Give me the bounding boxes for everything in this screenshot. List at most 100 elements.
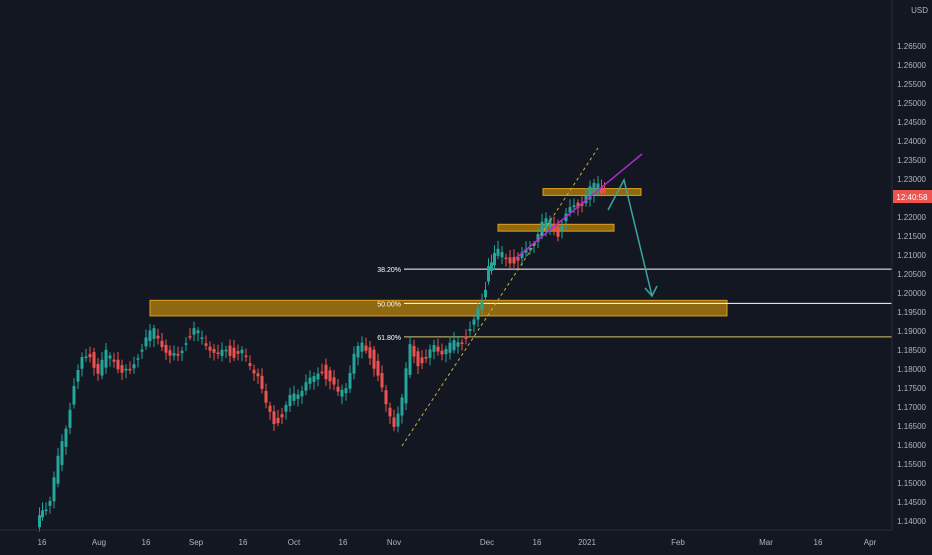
- y-tick-label: 1.24000: [897, 137, 926, 146]
- candle-body: [172, 353, 176, 356]
- candle-body: [376, 360, 380, 376]
- current-price-time: 12:40:58: [896, 193, 928, 202]
- candle-body: [464, 336, 468, 339]
- candle-body: [260, 375, 264, 389]
- candle-body: [456, 342, 460, 347]
- time-axis[interactable]: 16 Aug 16 Sep 16 Oct 16 Nov Dec 16 2021 Feb Mar 16 Apr: [38, 538, 877, 547]
- candle-body: [64, 428, 68, 447]
- candle-body: [368, 347, 372, 359]
- x-tick-label: Oct: [288, 538, 301, 547]
- y-tick-label: 1.25000: [897, 99, 926, 108]
- candle-body: [592, 182, 596, 195]
- y-tick-label: 1.16500: [897, 422, 926, 431]
- candle-body: [504, 257, 508, 260]
- candle-body: [108, 355, 112, 359]
- candle-body: [472, 319, 476, 325]
- candle-body: [348, 373, 352, 389]
- candle-body: [596, 183, 600, 192]
- candle-body: [392, 417, 396, 427]
- candle-body: [180, 350, 184, 354]
- candle-body: [364, 345, 368, 351]
- candles-layer: [38, 176, 606, 532]
- candle-body: [48, 500, 52, 506]
- current-price-tag: [893, 190, 932, 203]
- candle-body: [96, 363, 100, 374]
- zones-layer: [149, 188, 728, 317]
- candle-body: [516, 257, 520, 261]
- candle-body: [288, 394, 292, 407]
- fib-label: 61.80%: [377, 335, 401, 342]
- candle-body: [468, 329, 472, 332]
- candle-body: [232, 347, 236, 358]
- candle-body: [84, 356, 88, 359]
- candle-body: [196, 330, 200, 334]
- candle-body: [600, 187, 603, 193]
- candle-body: [336, 386, 340, 392]
- y-tick-label: 1.20000: [897, 289, 926, 298]
- candle-body: [404, 368, 408, 404]
- candle-body: [408, 344, 412, 375]
- candle-body: [460, 342, 464, 345]
- currency-label[interactable]: USD: [911, 6, 928, 15]
- candle-body: [603, 190, 606, 192]
- candle-body: [156, 335, 160, 339]
- candle-body: [92, 352, 96, 368]
- candle-body: [524, 249, 528, 253]
- candle-body: [512, 256, 516, 264]
- candle-body: [316, 373, 320, 380]
- candle-body: [388, 407, 392, 417]
- arrow-head: [644, 285, 658, 298]
- y-tick-label: 1.14000: [897, 517, 926, 526]
- candle-body: [152, 328, 156, 339]
- y-tick-label: 1.23500: [897, 156, 926, 165]
- x-tick-label: Mar: [759, 538, 773, 547]
- candle-body: [496, 248, 500, 256]
- candle-body: [508, 257, 512, 264]
- candle-body: [204, 343, 208, 346]
- candle-body: [344, 388, 348, 394]
- price-axis[interactable]: 1.26500 1.26000 1.25500 1.25000 1.24500 1.240…: [897, 42, 926, 526]
- x-tick-label: Feb: [671, 538, 685, 547]
- candle-body: [487, 266, 490, 282]
- y-tick-label: 1.16000: [897, 441, 926, 450]
- candle-body: [412, 345, 416, 357]
- candle-body: [104, 349, 108, 368]
- candle-body: [424, 356, 428, 359]
- candle-body: [120, 365, 124, 373]
- candle-body: [41, 510, 44, 518]
- y-tick-label: 1.23000: [897, 175, 926, 184]
- y-tick-label: 1.25500: [897, 80, 926, 89]
- candle-body: [568, 207, 572, 213]
- candle-body: [144, 337, 148, 347]
- candle-body: [80, 357, 84, 369]
- fib-layer: 38.20% 50.00% 61.80%: [377, 267, 892, 342]
- y-tick-label: 1.22000: [897, 213, 926, 222]
- candle-body: [68, 409, 72, 428]
- candle-body: [216, 352, 220, 355]
- candle-body: [320, 371, 324, 374]
- candle-body: [436, 346, 440, 352]
- candle-body: [160, 340, 164, 348]
- candle-body: [224, 349, 228, 352]
- candle-body: [536, 234, 540, 242]
- y-tick-label: 1.24500: [897, 118, 926, 127]
- candle-body: [112, 359, 116, 362]
- candle-body: [572, 205, 576, 208]
- y-tick-label: 1.19000: [897, 327, 926, 336]
- candle-body: [416, 351, 420, 367]
- candle-body: [276, 417, 280, 424]
- candle-body: [493, 253, 496, 266]
- candle-body: [220, 349, 224, 356]
- candle-body: [520, 252, 524, 259]
- candle-body: [56, 455, 60, 484]
- candle-body: [100, 359, 104, 376]
- y-tick-label: 1.26500: [897, 42, 926, 51]
- candle-body: [244, 355, 248, 358]
- candle-body: [560, 225, 564, 231]
- candle-body: [340, 389, 344, 397]
- x-tick-label: 16: [814, 538, 823, 547]
- x-tick-label: Dec: [480, 538, 494, 547]
